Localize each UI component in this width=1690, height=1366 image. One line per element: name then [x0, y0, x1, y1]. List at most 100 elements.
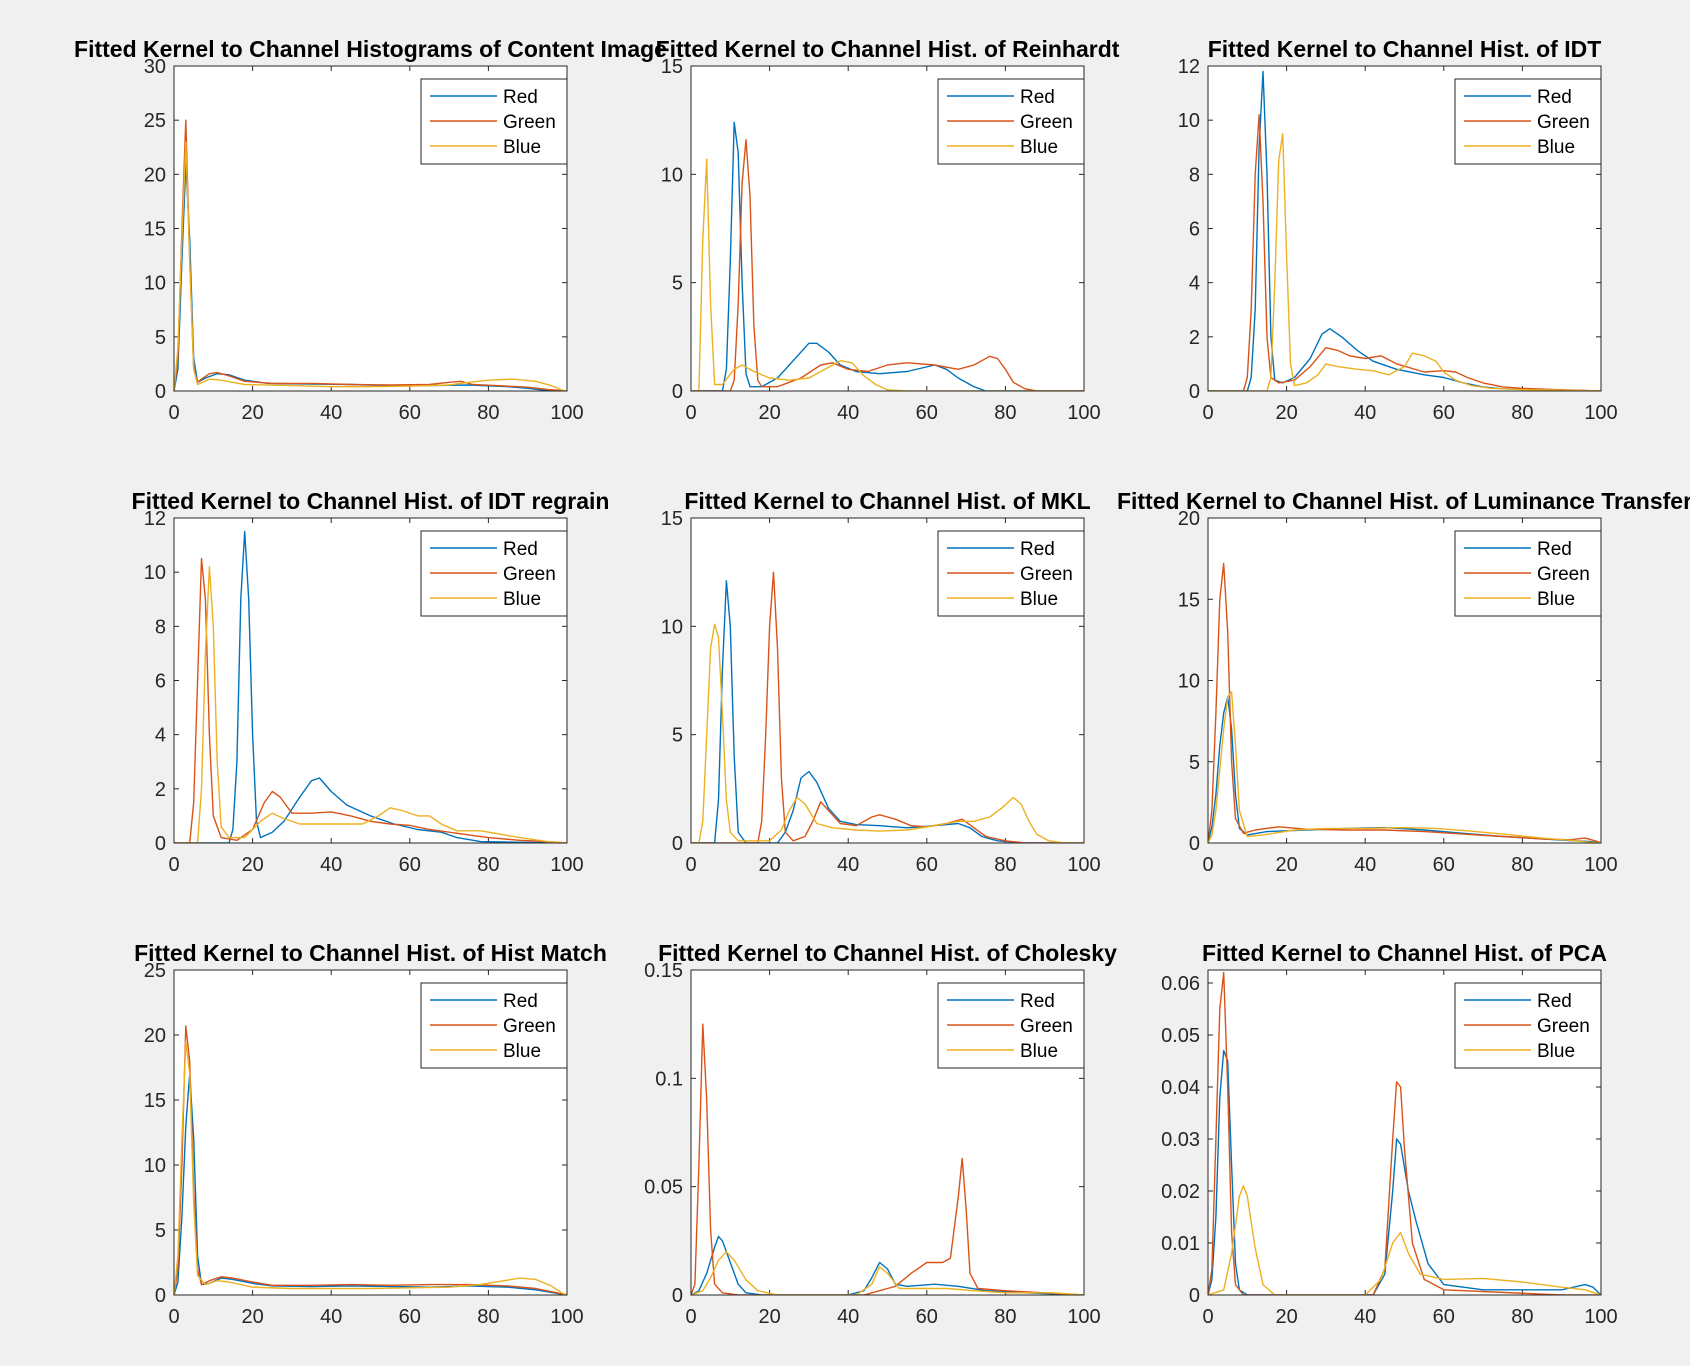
y-tick-label: 20: [144, 1025, 166, 1047]
x-tick-label: 0: [168, 1306, 179, 1328]
subplot-title: Fitted Kernel to Channel Hist. of MKL: [684, 488, 1090, 514]
x-tick-label: 100: [1584, 402, 1617, 424]
y-tick-label: 0: [155, 833, 166, 855]
legend-label-blue: Blue: [503, 1041, 541, 1062]
y-tick-label: 0: [672, 381, 683, 403]
subplot-8: 0 20 40 60 80 100 0 0.05 0.1 0.15 Red Green Blue: [644, 960, 1101, 1328]
series-line-blue: [174, 1040, 567, 1295]
x-tick-label: 20: [758, 854, 780, 876]
axes-box: [173, 517, 568, 844]
series-line-green: [691, 571, 1084, 843]
series-line-green: [174, 557, 567, 843]
x-tick-label: 0: [1202, 854, 1213, 876]
y-tick-label: 2: [155, 779, 166, 801]
series-line-red: [174, 1073, 567, 1295]
subplot-title: Fitted Kernel to Channel Histograms of C…: [74, 36, 667, 62]
y-tick-label: 25: [144, 110, 166, 132]
legend: Red Green Blue: [937, 982, 1085, 1069]
legend: Red Green Blue: [937, 78, 1085, 165]
legend-label-green: Green: [503, 564, 556, 585]
x-tick-label: 40: [837, 854, 859, 876]
y-tick-label: 8: [155, 616, 166, 638]
x-tick-label: 20: [241, 402, 263, 424]
y-tick-label: 6: [1189, 219, 1200, 241]
x-tick-label: 20: [758, 402, 780, 424]
subplot-1: 0 20 40 60 80 100 0 5 10 15 20 25 30 Red Green Blue: [144, 56, 584, 424]
y-tick-label: 0.01: [1161, 1233, 1200, 1255]
y-tick-label: 0.06: [1161, 973, 1200, 995]
legend-label-red: Red: [1020, 87, 1055, 108]
x-tick-label: 20: [1275, 854, 1297, 876]
x-tick-label: 20: [758, 1306, 780, 1328]
x-tick-label: 60: [399, 854, 421, 876]
y-tick-label: 25: [144, 960, 166, 982]
subplot-title: Fitted Kernel to Channel Hist. of Hist M…: [134, 940, 607, 966]
x-tick-label: 100: [550, 402, 583, 424]
x-tick-label: 20: [1275, 402, 1297, 424]
y-tick-label: 0: [1189, 1285, 1200, 1307]
x-tick-label: 100: [550, 1306, 583, 1328]
legend-label-red: Red: [503, 87, 538, 108]
legend-label-red: Red: [1537, 87, 1572, 108]
axes-box: [173, 969, 568, 1296]
series-line-red: [1208, 1049, 1601, 1295]
x-tick-label: 0: [685, 854, 696, 876]
x-tick-label: 20: [241, 854, 263, 876]
y-tick-label: 10: [144, 273, 166, 295]
legend-label-blue: Blue: [503, 589, 541, 610]
legend-label-green: Green: [1020, 112, 1073, 133]
y-tick-label: 0.02: [1161, 1181, 1200, 1203]
subplot-9: 0 20 40 60 80 100 0 0.01 0.02 0.03 0.04 0.05 0.06 Red…: [1161, 969, 1618, 1328]
legend-label-green: Green: [1020, 564, 1073, 585]
legend-label-blue: Blue: [1537, 589, 1575, 610]
series-line-green: [691, 139, 1084, 391]
legend: Red Green Blue: [937, 530, 1085, 617]
y-tick-label: 12: [1178, 56, 1200, 78]
x-tick-label: 80: [994, 1306, 1016, 1328]
x-tick-label: 60: [399, 1306, 421, 1328]
legend-label-green: Green: [1537, 564, 1590, 585]
legend-label-red: Red: [1020, 991, 1055, 1012]
series-line-blue: [1208, 691, 1601, 843]
legend-label-blue: Blue: [1537, 137, 1575, 158]
series-line-red: [691, 1235, 1084, 1295]
series-line-red: [691, 121, 1084, 391]
x-tick-label: 80: [477, 402, 499, 424]
y-tick-label: 5: [1189, 752, 1200, 774]
x-tick-label: 100: [1584, 1306, 1617, 1328]
series-line-green: [691, 1023, 1084, 1295]
series-line-blue: [691, 623, 1084, 843]
y-tick-label: 4: [1189, 273, 1200, 295]
y-tick-label: 0: [1189, 381, 1200, 403]
series-line-blue: [174, 141, 567, 391]
x-tick-label: 0: [685, 402, 696, 424]
x-tick-label: 60: [916, 402, 938, 424]
x-tick-label: 40: [1354, 1306, 1376, 1328]
legend: Red Green Blue: [420, 78, 568, 165]
legend-label-red: Red: [1020, 539, 1055, 560]
x-tick-label: 100: [1067, 854, 1100, 876]
y-tick-label: 4: [155, 725, 166, 747]
axes-box: [690, 65, 1085, 392]
x-tick-label: 60: [1433, 402, 1455, 424]
legend-label-red: Red: [503, 539, 538, 560]
x-tick-label: 100: [1067, 402, 1100, 424]
subplot-title: Fitted Kernel to Channel Hist. of Choles…: [658, 940, 1117, 966]
subplot-3: 0 20 40 60 80 100 0 2 4 6 8 10 12 Red Green Blue: [1178, 56, 1618, 424]
subplot-title: Fitted Kernel to Channel Hist. of PCA: [1202, 940, 1607, 966]
y-tick-label: 0: [672, 1285, 683, 1307]
y-tick-label: 30: [144, 56, 166, 78]
y-tick-label: 0: [672, 833, 683, 855]
subplot-2: 0 20 40 60 80 100 0 5 10 15 Red Green Blue: [661, 56, 1101, 424]
y-tick-label: 15: [144, 219, 166, 241]
legend: Red Green Blue: [420, 530, 568, 617]
y-tick-label: 10: [1178, 671, 1200, 693]
y-tick-label: 5: [672, 725, 683, 747]
y-tick-label: 5: [155, 1220, 166, 1242]
x-tick-label: 40: [837, 402, 859, 424]
series-line-blue: [691, 158, 1084, 391]
series-line-red: [691, 580, 1084, 843]
x-tick-label: 100: [550, 854, 583, 876]
x-tick-label: 0: [1202, 402, 1213, 424]
subplot-title: Fitted Kernel to Channel Hist. of Lumina…: [1117, 488, 1690, 514]
